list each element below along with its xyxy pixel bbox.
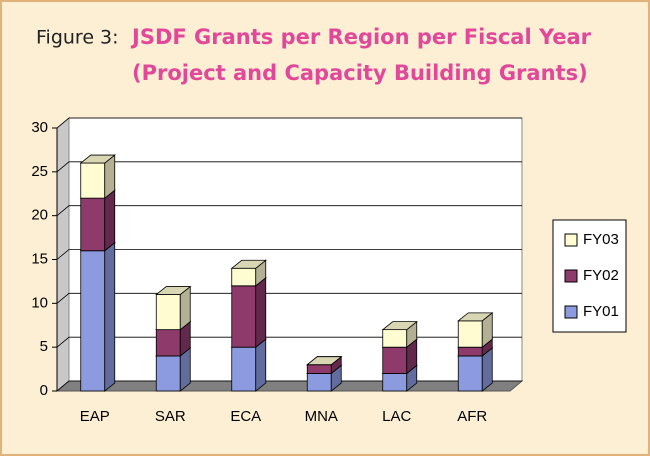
x-tick-label: MNA	[305, 408, 338, 425]
legend-swatch	[564, 233, 578, 247]
bar-segment	[231, 285, 257, 348]
bar-segment-top	[457, 312, 494, 322]
bar-segment	[80, 250, 106, 392]
chart-title: JSDF Grants per Region per Fiscal Year	[130, 25, 592, 49]
x-tick-label: EAP	[80, 408, 110, 425]
y-tick-label: 0	[40, 382, 48, 399]
bar-segment	[382, 346, 408, 374]
bar-segment	[382, 329, 408, 348]
y-tick-label: 30	[31, 119, 48, 136]
bar-segment-side	[104, 241, 116, 392]
grid-line	[56, 292, 522, 304]
bar-segment	[457, 320, 483, 348]
y-tick-label: 25	[31, 163, 48, 180]
figure-label: Figure 3:	[36, 27, 119, 49]
grid-line	[56, 336, 522, 348]
y-tick-label: 10	[31, 294, 48, 311]
grid-line	[56, 205, 522, 216]
bar-segment	[155, 294, 181, 331]
bar-segment-top	[79, 154, 116, 164]
bar-segment-side	[255, 338, 267, 392]
bar-segment	[457, 355, 483, 392]
bar-segment	[155, 329, 181, 357]
x-tick-label: LAC	[382, 408, 411, 425]
y-tick-label: 15	[31, 250, 48, 267]
grid-line	[56, 380, 522, 392]
y-tick-label: 20	[31, 207, 48, 224]
bar-segment-top	[230, 259, 267, 269]
bar-segment-top	[155, 286, 192, 295]
bar-segment	[382, 373, 408, 392]
x-tick-label: ECA	[230, 408, 261, 425]
bar-segment	[80, 162, 106, 199]
bar-segment	[80, 197, 106, 252]
bar-segment-top	[306, 356, 343, 366]
bar-segment-top	[381, 321, 418, 331]
legend-swatch	[564, 269, 578, 283]
chart-subtitle: (Project and Capacity Building Grants)	[132, 61, 588, 85]
y-tick-label: 5	[40, 338, 48, 355]
x-tick-label: SAR	[155, 408, 186, 425]
bar-segment-side	[104, 189, 116, 252]
legend-swatch	[564, 305, 578, 319]
x-tick-label: AFR	[457, 408, 487, 425]
bar-segment	[155, 355, 181, 392]
grid-line	[56, 117, 522, 129]
grid-line	[56, 249, 522, 260]
bar-segment	[231, 267, 257, 287]
bar-segment-side	[255, 276, 267, 348]
legend-label: FY02	[583, 267, 619, 284]
bar-segment	[306, 364, 332, 374]
grid-line	[56, 161, 522, 173]
bar-segment	[306, 373, 332, 392]
legend-label: FY03	[583, 231, 619, 248]
bar-segment	[457, 346, 483, 357]
floor	[55, 380, 524, 392]
bar-segment	[231, 346, 257, 392]
legend-label: FY01	[583, 303, 619, 320]
